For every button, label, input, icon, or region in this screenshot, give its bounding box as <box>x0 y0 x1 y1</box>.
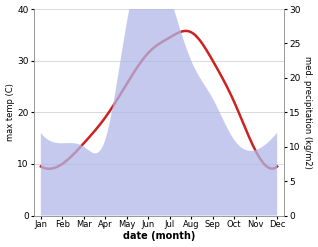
Y-axis label: max temp (C): max temp (C) <box>5 83 15 141</box>
Y-axis label: med. precipitation (kg/m2): med. precipitation (kg/m2) <box>303 56 313 169</box>
X-axis label: date (month): date (month) <box>123 231 195 242</box>
